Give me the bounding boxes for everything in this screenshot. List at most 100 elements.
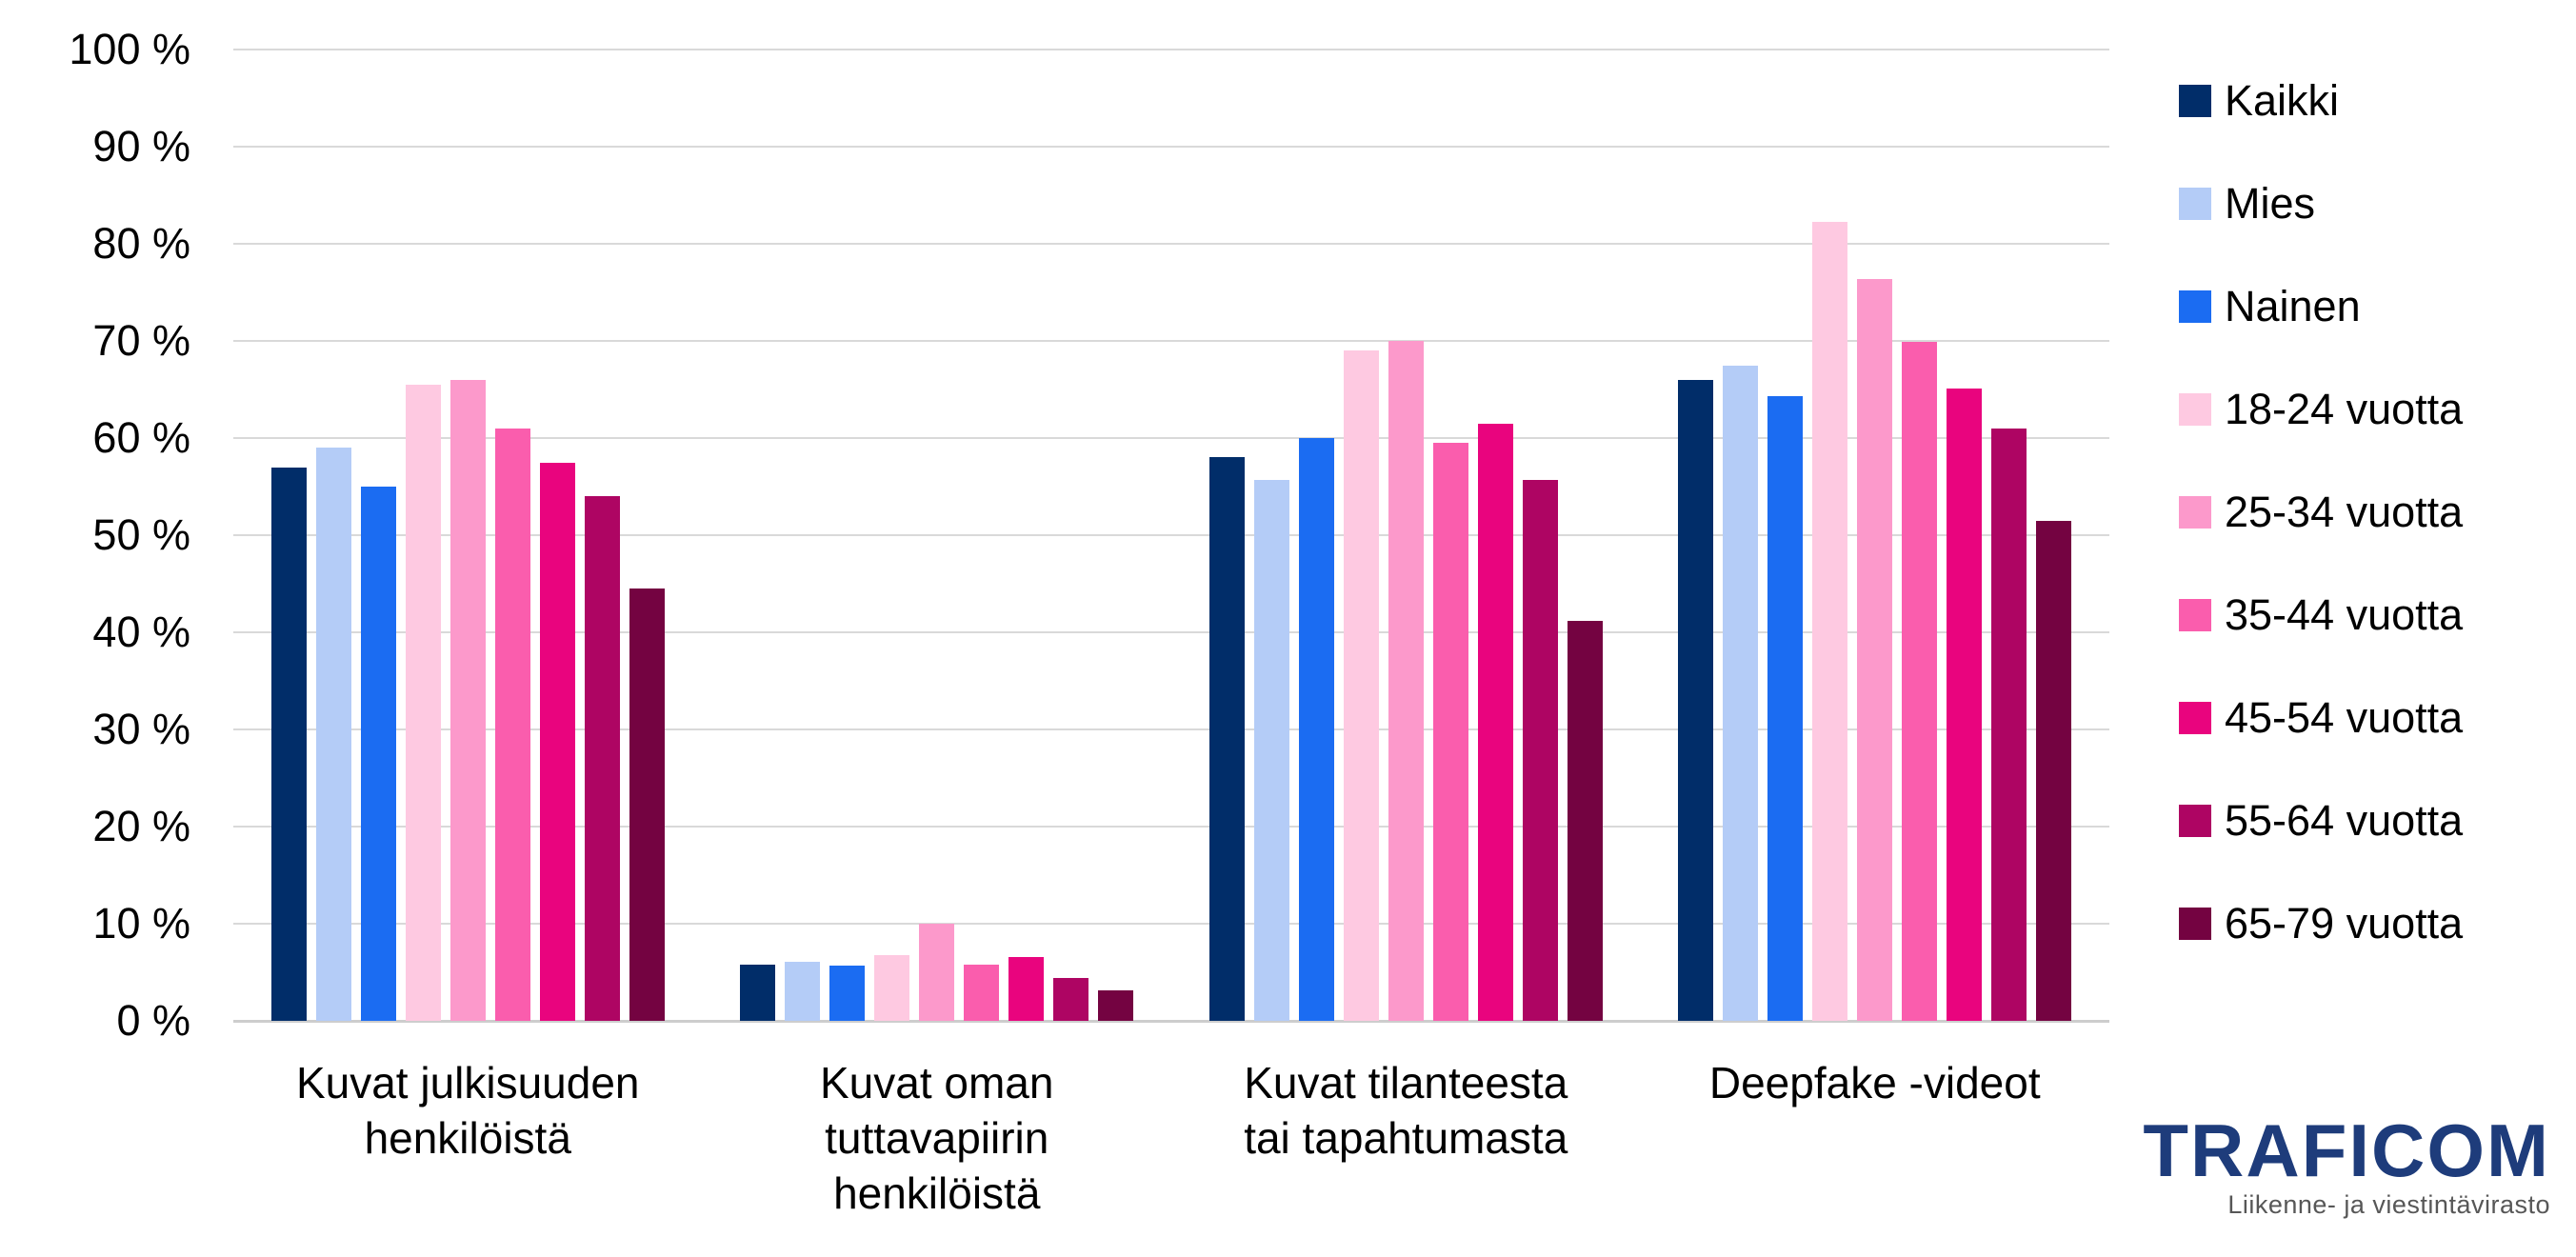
gridline [233,923,2109,925]
legend-label: 45-54 vuotta [2225,693,2464,742]
gridline [233,49,2109,50]
legend-item: Nainen [2179,282,2463,330]
bar [1522,479,1558,1021]
y-axis-tick-label: 80 % [92,219,190,268]
legend: Kaikki Mies Nainen 18-24 vuotta 25-34 vuotta… [2179,76,2463,1006]
gridline [233,534,2109,536]
bar [1008,956,1045,1021]
gridline [233,728,2109,730]
legend-swatch-icon [2179,805,2211,837]
bar [785,961,821,1021]
legend-item: 55-64 vuotta [2179,796,2463,845]
legend-label: 18-24 vuotta [2225,385,2464,433]
legend-swatch-icon [2179,496,2211,529]
bar [539,462,575,1021]
bar [1388,341,1424,1021]
bar [1477,423,1513,1021]
legend-label: 35-44 vuotta [2225,590,2464,639]
legend-item: 18-24 vuotta [2179,385,2463,433]
bar [829,965,866,1021]
bar [2036,520,2072,1021]
bar [1902,342,1938,1021]
legend-swatch-icon [2179,188,2211,220]
gridline [233,1020,2109,1023]
gridline [233,146,2109,148]
legend-label: 65-79 vuotta [2225,899,2464,948]
y-axis-tick-label: 60 % [92,413,190,462]
x-axis-label-line: Kuvat julkisuuden [295,1058,640,1107]
gridline [233,826,2109,828]
legend-label: Nainen [2225,282,2361,330]
y-axis-tick-label: 40 % [92,608,190,656]
gridline [233,437,2109,439]
legend-item: 65-79 vuotta [2179,899,2463,948]
gridline [233,631,2109,633]
bar-group [233,50,703,1021]
bar [1723,365,1759,1021]
y-axis-tick-label: 50 % [92,510,190,559]
x-axis-label-line: Kuvat oman [820,1058,1054,1107]
bar [1678,379,1714,1021]
legend-swatch-icon [2179,702,2211,734]
legend-swatch-icon [2179,85,2211,117]
bar [874,954,910,1021]
bar [360,487,396,1021]
bar [1343,350,1379,1021]
bar [1767,396,1804,1021]
bar-group [1641,50,2110,1021]
bar [1053,978,1089,1021]
bar [964,964,1000,1021]
legend-swatch-icon [2179,290,2211,323]
x-axis-label-line: henkilöistä [833,1168,1041,1218]
bar [1567,620,1603,1021]
y-axis-tick-label: 90 % [92,122,190,170]
bar [1253,479,1289,1021]
bar [270,467,307,1021]
legend-label: 55-64 vuotta [2225,796,2464,845]
x-axis-label-line: tuttavapiirin [825,1113,1049,1163]
legend-swatch-icon [2179,599,2211,631]
legend-swatch-icon [2179,393,2211,426]
y-axis-tick-label: 100 % [69,25,190,73]
y-axis-tick-label: 0 % [116,996,190,1045]
y-axis-tick-label: 10 % [92,899,190,948]
bar [740,964,776,1021]
legend-item: Mies [2179,179,2463,228]
x-axis-label-line: henkilöistä [364,1113,571,1163]
bar [494,428,530,1021]
bar [1947,388,1983,1021]
legend-item: 45-54 vuotta [2179,693,2463,742]
bar [1991,428,2027,1021]
y-axis-tick-label: 30 % [92,705,190,753]
x-axis-category-label: Kuvat oman tuttavapiirin henkilöistä [703,1055,1172,1221]
x-axis-category-label: Kuvat julkisuuden henkilöistä [233,1055,703,1166]
legend-label: 25-34 vuotta [2225,488,2464,536]
x-axis-label-line: Deepfake -videot [1708,1058,2041,1107]
bar [584,496,620,1021]
legend-item: 35-44 vuotta [2179,590,2463,639]
bar [315,448,351,1021]
traficom-logo: TRAFICOM Liikenne- ja viestintävirasto [2143,1112,2550,1220]
x-axis-category-label: Kuvat tilanteesta tai tapahtumasta [1171,1055,1641,1166]
x-axis-category-label: Deepfake -videot [1641,1055,2110,1110]
y-axis-tick-label: 70 % [92,316,190,365]
gridline [233,243,2109,245]
legend-item: Kaikki [2179,76,2463,125]
legend-label: Kaikki [2225,76,2340,125]
bar [629,589,665,1021]
bar [919,924,955,1021]
legend-item: 25-34 vuotta [2179,488,2463,536]
x-axis-label-line: tai tapahtumasta [1244,1113,1568,1163]
bar-group [1171,50,1641,1021]
bar [1812,221,1848,1021]
bar [1857,278,1893,1021]
legend-swatch-icon [2179,908,2211,940]
gridline [233,340,2109,342]
bar [1432,443,1468,1021]
traficom-logo-subtitle: Liikenne- ja viestintävirasto [2227,1190,2550,1219]
bar [1098,990,1134,1021]
legend-label: Mies [2225,179,2316,228]
plot-area [233,49,2110,1023]
traficom-logo-text: TRAFICOM [2143,1108,2550,1192]
